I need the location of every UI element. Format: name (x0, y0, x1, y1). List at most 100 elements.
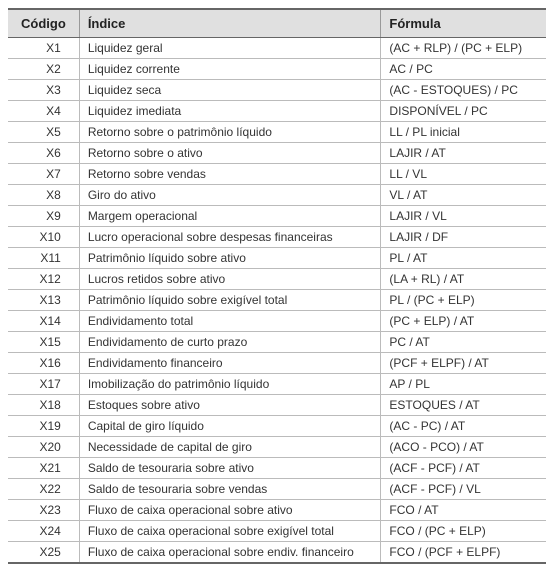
cell-indice: Endividamento total (79, 311, 381, 332)
cell-indice: Giro do ativo (79, 185, 381, 206)
cell-codigo: X14 (8, 311, 79, 332)
cell-indice: Patrimônio líquido sobre exigível total (79, 290, 381, 311)
cell-indice: Patrimônio líquido sobre ativo (79, 248, 381, 269)
cell-indice: Lucro operacional sobre despesas finance… (79, 227, 381, 248)
cell-indice: Fluxo de caixa operacional sobre ativo (79, 500, 381, 521)
cell-codigo: X17 (8, 374, 79, 395)
cell-codigo: X6 (8, 143, 79, 164)
header-codigo: Código (8, 9, 79, 38)
table-row: X13Patrimônio líquido sobre exigível tot… (8, 290, 546, 311)
cell-formula: FCO / AT (381, 500, 546, 521)
cell-codigo: X1 (8, 38, 79, 59)
cell-formula: (PC + ELP) / AT (381, 311, 546, 332)
table-row: X22Saldo de tesouraria sobre vendas(ACF … (8, 479, 546, 500)
cell-formula: PL / (PC + ELP) (381, 290, 546, 311)
table-row: X4Liquidez imediataDISPONÍVEL / PC (8, 101, 546, 122)
table-row: X20Necessidade de capital de giro(ACO - … (8, 437, 546, 458)
table-row: X17Imobilização do patrimônio líquidoAP … (8, 374, 546, 395)
cell-codigo: X9 (8, 206, 79, 227)
cell-formula: PC / AT (381, 332, 546, 353)
cell-codigo: X25 (8, 542, 79, 564)
table-row: X21Saldo de tesouraria sobre ativo(ACF -… (8, 458, 546, 479)
table-row: X16Endividamento financeiro(PCF + ELPF) … (8, 353, 546, 374)
cell-formula: (ACF - PCF) / AT (381, 458, 546, 479)
table-row: X12Lucros retidos sobre ativo(LA + RL) /… (8, 269, 546, 290)
table-row: X14Endividamento total(PC + ELP) / AT (8, 311, 546, 332)
cell-indice: Retorno sobre o patrimônio líquido (79, 122, 381, 143)
cell-indice: Retorno sobre vendas (79, 164, 381, 185)
cell-indice: Margem operacional (79, 206, 381, 227)
table-row: X7Retorno sobre vendasLL / VL (8, 164, 546, 185)
cell-formula: LL / PL inicial (381, 122, 546, 143)
cell-codigo: X20 (8, 437, 79, 458)
cell-indice: Estoques sobre ativo (79, 395, 381, 416)
header-formula: Fórmula (381, 9, 546, 38)
table-row: X10Lucro operacional sobre despesas fina… (8, 227, 546, 248)
table-row: X1Liquidez geral(AC + RLP) / (PC + ELP) (8, 38, 546, 59)
cell-codigo: X3 (8, 80, 79, 101)
cell-formula: DISPONÍVEL / PC (381, 101, 546, 122)
cell-formula: (LA + RL) / AT (381, 269, 546, 290)
cell-codigo: X21 (8, 458, 79, 479)
table-row: X25Fluxo de caixa operacional sobre endi… (8, 542, 546, 564)
table-row: X19Capital de giro líquido(AC - PC) / AT (8, 416, 546, 437)
cell-indice: Imobilização do patrimônio líquido (79, 374, 381, 395)
cell-codigo: X18 (8, 395, 79, 416)
cell-indice: Necessidade de capital de giro (79, 437, 381, 458)
cell-codigo: X11 (8, 248, 79, 269)
cell-indice: Fluxo de caixa operacional sobre exigíve… (79, 521, 381, 542)
cell-formula: (AC - ESTOQUES) / PC (381, 80, 546, 101)
cell-codigo: X7 (8, 164, 79, 185)
table-body: X1Liquidez geral(AC + RLP) / (PC + ELP)X… (8, 38, 546, 564)
cell-codigo: X5 (8, 122, 79, 143)
cell-formula: (AC + RLP) / (PC + ELP) (381, 38, 546, 59)
cell-formula: AC / PC (381, 59, 546, 80)
cell-formula: FCO / (PCF + ELPF) (381, 542, 546, 564)
cell-formula: (ACO - PCO) / AT (381, 437, 546, 458)
cell-indice: Liquidez seca (79, 80, 381, 101)
cell-indice: Capital de giro líquido (79, 416, 381, 437)
cell-codigo: X24 (8, 521, 79, 542)
cell-indice: Liquidez imediata (79, 101, 381, 122)
table-row: X23Fluxo de caixa operacional sobre ativ… (8, 500, 546, 521)
table-row: X15Endividamento de curto prazoPC / AT (8, 332, 546, 353)
cell-formula: PL / AT (381, 248, 546, 269)
cell-codigo: X15 (8, 332, 79, 353)
table-row: X18Estoques sobre ativoESTOQUES / AT (8, 395, 546, 416)
cell-codigo: X4 (8, 101, 79, 122)
cell-formula: LAJIR / VL (381, 206, 546, 227)
cell-formula: (AC - PC) / AT (381, 416, 546, 437)
table-row: X2Liquidez correnteAC / PC (8, 59, 546, 80)
header-indice: Índice (79, 9, 381, 38)
cell-codigo: X19 (8, 416, 79, 437)
cell-codigo: X13 (8, 290, 79, 311)
cell-formula: (PCF + ELPF) / AT (381, 353, 546, 374)
cell-codigo: X2 (8, 59, 79, 80)
cell-formula: VL / AT (381, 185, 546, 206)
cell-codigo: X8 (8, 185, 79, 206)
cell-codigo: X23 (8, 500, 79, 521)
cell-formula: LAJIR / AT (381, 143, 546, 164)
table-row: X3Liquidez seca(AC - ESTOQUES) / PC (8, 80, 546, 101)
cell-indice: Saldo de tesouraria sobre ativo (79, 458, 381, 479)
table-header-row: Código Índice Fórmula (8, 9, 546, 38)
cell-codigo: X22 (8, 479, 79, 500)
table-row: X6Retorno sobre o ativoLAJIR / AT (8, 143, 546, 164)
cell-formula: ESTOQUES / AT (381, 395, 546, 416)
table-row: X5Retorno sobre o patrimônio líquidoLL /… (8, 122, 546, 143)
cell-indice: Liquidez geral (79, 38, 381, 59)
cell-indice: Retorno sobre o ativo (79, 143, 381, 164)
cell-formula: AP / PL (381, 374, 546, 395)
cell-codigo: X10 (8, 227, 79, 248)
cell-formula: (ACF - PCF) / VL (381, 479, 546, 500)
cell-formula: LL / VL (381, 164, 546, 185)
cell-indice: Endividamento de curto prazo (79, 332, 381, 353)
cell-codigo: X12 (8, 269, 79, 290)
cell-indice: Lucros retidos sobre ativo (79, 269, 381, 290)
cell-formula: LAJIR / DF (381, 227, 546, 248)
cell-indice: Liquidez corrente (79, 59, 381, 80)
table-row: X9Margem operacionalLAJIR / VL (8, 206, 546, 227)
indices-table: Código Índice Fórmula X1Liquidez geral(A… (8, 8, 546, 564)
cell-indice: Endividamento financeiro (79, 353, 381, 374)
table-row: X11Patrimônio líquido sobre ativoPL / AT (8, 248, 546, 269)
